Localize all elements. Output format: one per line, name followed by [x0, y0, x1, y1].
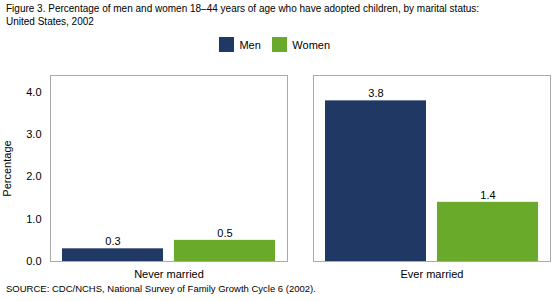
svg-text:Never married: Never married: [134, 268, 204, 280]
svg-text:4.0: 4.0: [26, 85, 41, 97]
html-text:Men: Men: [239, 38, 261, 51]
svg-text:0.5: 0.5: [217, 226, 232, 238]
svg-text:3.8: 3.8: [368, 87, 383, 99]
svg-text:0.0: 0.0: [26, 255, 41, 267]
svg-text:Percentage: Percentage: [1, 140, 13, 196]
svg-text:3.0: 3.0: [26, 128, 41, 140]
svg-text:1.4: 1.4: [480, 188, 495, 200]
svg-text:0.3: 0.3: [105, 235, 120, 247]
html-text:United States, 2002: United States, 2002: [6, 16, 94, 27]
html-text:Women: Women: [292, 38, 330, 51]
svg-text:1.0: 1.0: [26, 212, 41, 224]
svg-text:2.0: 2.0: [26, 170, 41, 182]
html-text:Figure 3. Percentage of men an: Figure 3. Percentage of men and women 18…: [6, 3, 480, 14]
svg-text:Ever married: Ever married: [401, 268, 464, 280]
html-text:SOURCE: CDC/NCHS, National Sur: SOURCE: CDC/NCHS, National Survey of Fam…: [6, 282, 316, 294]
